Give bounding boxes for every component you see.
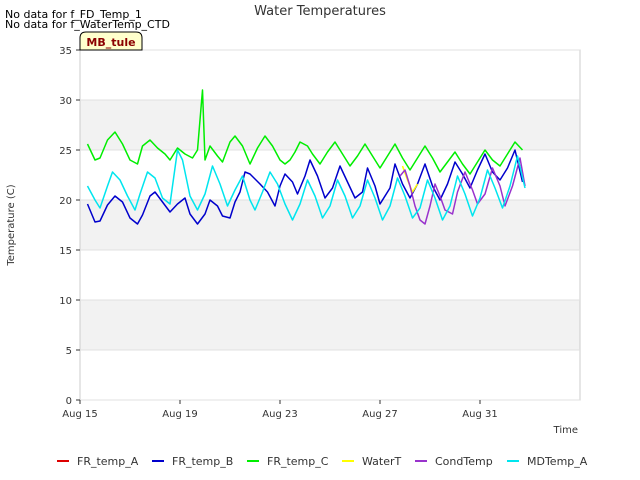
plot-band [80,300,580,350]
series-line-fr-temp-c [86,89,524,175]
y-axis-label: Temperature (C) [6,184,17,266]
x-tick-label: Aug 15 [62,409,97,420]
legend-label-watert: WaterT [362,455,402,468]
series-line-fr-temp-b [86,149,524,225]
series-lines [86,89,526,225]
y-tick-label: 10 [59,296,72,307]
y-tick-label: 25 [59,146,72,157]
chart-title: Water Temperatures [254,4,386,19]
plot-band [80,200,580,250]
x-axis-ticks: Aug 15 Aug 19 Aug 23 Aug 27 Aug 31 [62,400,498,420]
notice-watertemp-ctd: No data for f_WaterTemp_CTD [5,18,170,31]
notice-fd-temp: No data for f_FD_Temp_1 [5,8,142,21]
x-tick-label: Aug 27 [362,409,397,420]
series-line-condtemp [399,157,526,225]
x-tick-label: Aug 31 [462,409,497,420]
legend-label-condtemp: CondTemp [435,455,493,468]
legend-label-fr-temp-c: FR_temp_C [267,455,329,468]
site-badge-box [79,31,143,51]
legend-label-fr-temp-a: FR_temp_A [77,455,139,468]
y-tick-label: 20 [59,196,72,207]
y-tick-label: 5 [66,346,72,357]
series-line-mdtemp-a [86,149,526,221]
y-tick-label: 30 [59,96,72,107]
plot-bands [80,100,580,350]
plot-band [80,100,580,150]
x-tick-label: Aug 19 [162,409,197,420]
legend-label-fr-temp-b: FR_temp_B [172,455,233,468]
x-axis-label: Time [553,425,578,436]
x-tick-label: Aug 23 [262,409,297,420]
y-axis-ticks: 0 5 10 15 20 25 30 35 [59,46,580,407]
legend-label-mdtemp-a: MDTemp_A [527,455,588,468]
y-tick-label: 15 [59,246,72,257]
site-badge-label: MB_tule [86,36,135,49]
legend: FR_temp_A FR_temp_B FR_temp_C WaterT CondTem… [57,455,588,468]
site-badge: MB_tule [79,31,143,51]
y-tick-label: 0 [66,396,72,407]
y-tick-label: 35 [59,46,72,57]
